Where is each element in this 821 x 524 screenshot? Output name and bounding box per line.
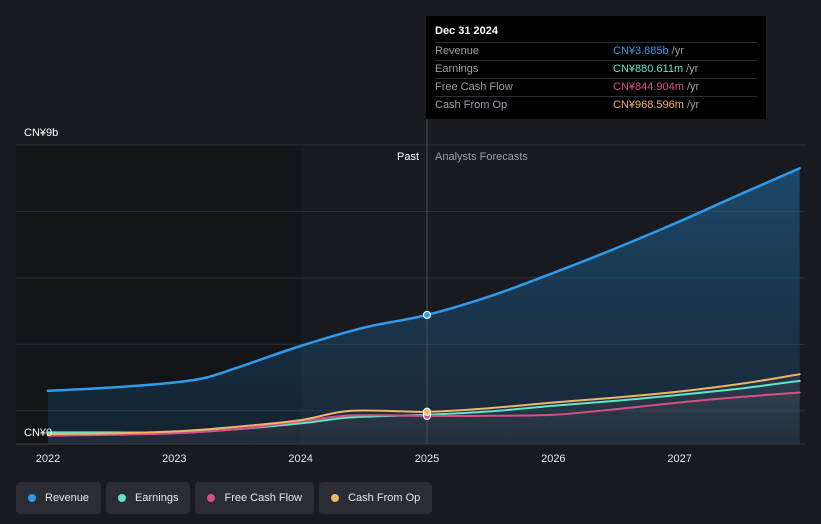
x-axis-ticks: 2022 2023 2024 2025 2026 2027 — [36, 453, 692, 465]
x-tick-label: 2023 — [162, 453, 186, 465]
area-revenue — [48, 168, 800, 445]
marker-cash-from-op — [422, 407, 432, 416]
tooltip-row-revenue: Revenue CN¥3.885b /yr — [435, 43, 757, 61]
y-axis-bottom-label: CN¥0 — [24, 427, 52, 439]
tooltip-unit: /yr — [686, 63, 699, 75]
x-tick-label: 2024 — [288, 453, 312, 465]
past-label: Past — [397, 151, 419, 163]
tooltip-label: Earnings — [435, 63, 479, 75]
tooltip-row-earnings: Earnings CN¥880.611m /yr — [435, 61, 757, 79]
legend-label: Cash From Op — [348, 492, 421, 504]
tooltip-unit: /yr — [686, 99, 700, 111]
tooltip-unit: /yr — [686, 81, 700, 93]
y-axis-top-label: CN¥9b — [24, 127, 58, 139]
x-tick-label: 2027 — [667, 453, 691, 465]
legend-label: Earnings — [135, 492, 179, 504]
legend-item-revenue[interactable]: Revenue — [16, 482, 102, 514]
legend-dot-icon — [331, 494, 340, 502]
tooltip-row-cash-from-op: Cash From Op CN¥968.596m /yr — [435, 97, 757, 114]
x-tick-label: 2025 — [415, 453, 439, 465]
legend-label: Revenue — [45, 492, 90, 504]
tooltip-markers — [422, 310, 432, 421]
forecast-label: Analysts Forecasts — [435, 151, 528, 163]
line-revenue — [46, 167, 801, 393]
tooltip-label: Revenue — [435, 45, 480, 57]
tooltip-date: Dec 31 2024 — [435, 24, 757, 43]
legend-dot-icon — [28, 494, 36, 502]
legend-item-free-cash-flow[interactable]: Free Cash Flow — [195, 482, 315, 514]
tooltip-unit: /yr — [671, 45, 684, 57]
marker-revenue — [422, 310, 432, 320]
tooltip-label: Cash From Op — [435, 99, 508, 111]
tooltip-value: CN¥844.904m — [613, 81, 684, 93]
x-tick-label: 2022 — [36, 453, 60, 465]
chart-legend: Revenue Earnings Free Cash Flow Cash Fro… — [16, 482, 433, 514]
legend-dot-icon — [207, 494, 216, 502]
tooltip-value: CN¥880.611m — [613, 63, 684, 75]
tooltip-value: CN¥968.596m — [613, 99, 684, 111]
legend-item-cash-from-op[interactable]: Cash From Op — [319, 482, 433, 514]
tooltip-label: Free Cash Flow — [435, 81, 513, 93]
area-cash-from-op — [48, 374, 800, 444]
legend-dot-icon — [118, 494, 127, 502]
tooltip-value: CN¥3.885b — [613, 45, 669, 57]
legend-item-earnings[interactable]: Earnings — [106, 482, 191, 514]
legend-label: Free Cash Flow — [224, 492, 303, 504]
tooltip-row-free-cash-flow: Free Cash Flow CN¥844.904m /yr — [435, 79, 757, 97]
x-tick-label: 2026 — [541, 453, 565, 465]
data-tooltip: Dec 31 2024 Revenue CN¥3.885b /yr Earnin… — [426, 16, 766, 119]
